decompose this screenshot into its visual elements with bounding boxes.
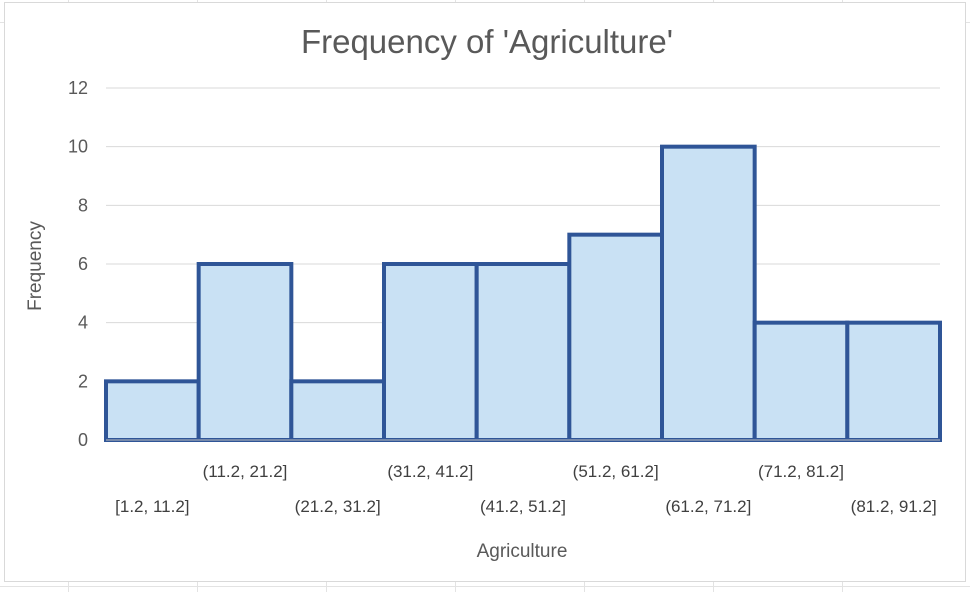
histogram-bar <box>382 262 479 442</box>
x-category-label: (81.2, 91.2] <box>851 497 937 516</box>
x-category-label: [1.2, 11.2] <box>115 497 189 516</box>
x-category-label: (51.2, 61.2] <box>573 462 659 481</box>
x-axis-label: Agriculture <box>477 541 568 562</box>
x-category-label: (11.2, 21.2] <box>203 462 288 481</box>
chart-title: Frequency of 'Agriculture' <box>301 23 673 60</box>
histogram-bar <box>567 232 664 442</box>
y-tick-label: 0 <box>78 430 88 450</box>
x-category-label: (41.2, 51.2] <box>480 497 566 516</box>
y-tick-label: 12 <box>68 78 88 98</box>
histogram-bar <box>752 320 850 442</box>
x-category-label: (71.2, 81.2] <box>758 462 844 481</box>
y-tick-label: 6 <box>78 254 88 274</box>
y-axis-ticks: 0 2 4 6 8 10 12 <box>68 78 88 450</box>
y-axis-label: Frequency <box>25 221 46 311</box>
x-category-label: (61.2, 71.2] <box>665 497 751 516</box>
bars <box>104 144 942 443</box>
histogram-bar <box>104 379 201 443</box>
histogram-bar <box>845 320 942 442</box>
y-tick-label: 2 <box>78 371 88 391</box>
chart-area[interactable] <box>4 2 966 582</box>
y-tick-label: 4 <box>78 313 88 333</box>
y-tick-label: 8 <box>78 195 88 215</box>
histogram-bar <box>289 379 387 443</box>
histogram-bar <box>660 144 757 443</box>
x-category-label: (21.2, 31.2] <box>295 497 381 516</box>
histogram-bar <box>196 262 294 442</box>
x-axis-categories: [1.2, 11.2] (11.2, 21.2] (21.2, 31.2] (31.2… <box>115 462 937 516</box>
histogram-bar <box>474 262 572 442</box>
y-tick-label: 10 <box>68 137 88 157</box>
x-category-label: (31.2, 41.2] <box>387 462 473 481</box>
